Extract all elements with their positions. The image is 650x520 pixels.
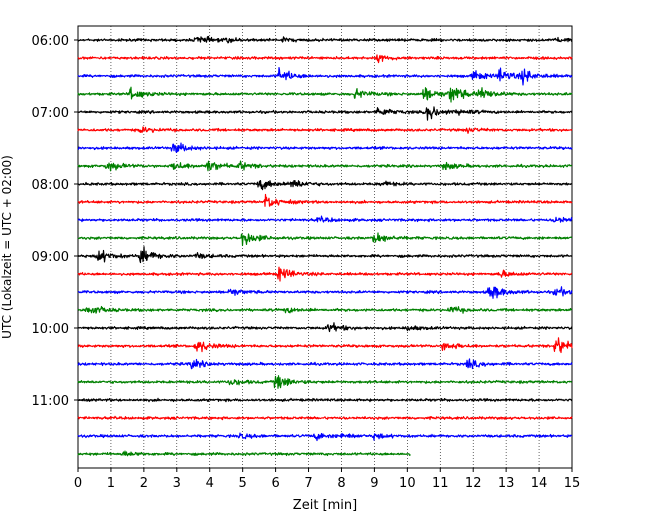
trace-line	[77, 160, 573, 172]
trace-line	[77, 215, 573, 223]
y-tick-label: 07:00	[32, 106, 69, 121]
y-ticks: 06:00 07:00 08:00 09:00 10:00 11:00	[32, 34, 78, 409]
y-axis-title: UTC (Lokalzeit = UTC + 02:00)	[0, 155, 14, 339]
trace-line	[77, 375, 573, 389]
trace-line	[77, 66, 573, 86]
trace-line	[77, 450, 411, 457]
trace-line	[77, 232, 573, 247]
x-tick-label: 12	[465, 476, 482, 491]
trace-line	[77, 106, 573, 121]
y-tick-label: 09:00	[32, 250, 69, 265]
x-tick-label: 1	[107, 476, 115, 491]
trace-line	[77, 397, 573, 403]
trace-line	[77, 54, 573, 64]
trace-line	[77, 432, 573, 442]
trace-line	[77, 286, 573, 299]
plot-frame	[77, 25, 573, 469]
x-tick-label: 10	[399, 476, 416, 491]
x-tick-label: 13	[498, 476, 515, 491]
trace-line	[77, 126, 573, 134]
y-tick-label: 11:00	[32, 394, 69, 409]
trace-line	[77, 193, 573, 207]
trace-line	[77, 179, 573, 191]
x-tick-label: 4	[206, 476, 214, 491]
x-ticks: 0 1 2 3 4 5 6 7 8 9 10 11 12 13 14 15	[74, 468, 580, 491]
trace-layer	[77, 35, 573, 457]
trace-line	[77, 305, 573, 314]
x-tick-label: 15	[564, 476, 581, 491]
y-tick-label: 08:00	[32, 178, 69, 193]
x-tick-label: 5	[239, 476, 247, 491]
trace-line	[77, 266, 573, 282]
x-tick-label: 11	[432, 476, 449, 491]
x-tick-label: 0	[74, 476, 82, 491]
trace-line	[77, 322, 573, 333]
x-tick-label: 3	[173, 476, 181, 491]
trace-line	[77, 337, 573, 354]
x-tick-label: 2	[140, 476, 148, 491]
y-tick-label: 10:00	[32, 322, 69, 337]
x-tick-label: 9	[370, 476, 378, 491]
x-tick-label: 14	[531, 476, 548, 491]
x-tick-label: 7	[304, 476, 312, 491]
trace-line	[77, 415, 573, 421]
x-tick-label: 6	[271, 476, 279, 491]
trace-line	[77, 246, 573, 264]
trace-line	[77, 142, 573, 154]
trace-line	[77, 358, 573, 370]
trace-line	[77, 86, 573, 103]
y-tick-label: 06:00	[32, 34, 69, 49]
trace-line	[77, 35, 573, 44]
x-tick-label: 8	[337, 476, 345, 491]
x-axis-title: Zeit [min]	[293, 498, 357, 513]
